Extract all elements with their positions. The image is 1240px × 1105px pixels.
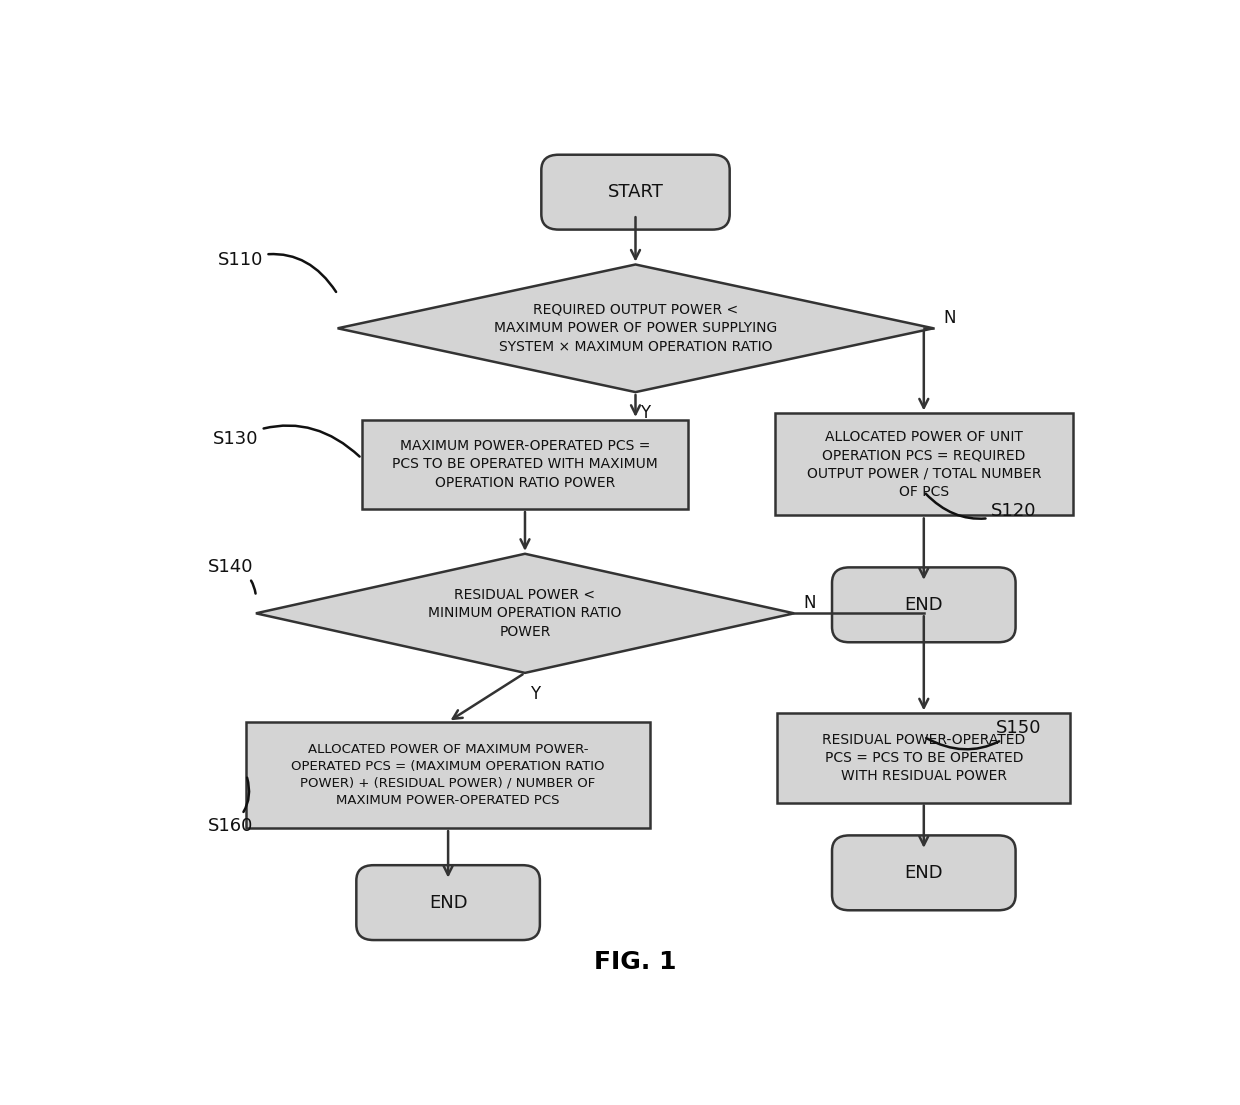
- FancyBboxPatch shape: [542, 155, 729, 230]
- Text: RESIDUAL POWER-OPERATED
PCS = PCS TO BE OPERATED
WITH RESIDUAL POWER: RESIDUAL POWER-OPERATED PCS = PCS TO BE …: [822, 733, 1025, 783]
- Text: ALLOCATED POWER OF MAXIMUM POWER-
OPERATED PCS = (MAXIMUM OPERATION RATIO
POWER): ALLOCATED POWER OF MAXIMUM POWER- OPERAT…: [291, 743, 605, 807]
- Text: S150: S150: [926, 719, 1042, 749]
- Text: S120: S120: [926, 494, 1037, 520]
- Bar: [777, 714, 1070, 802]
- Text: END: END: [904, 864, 944, 882]
- Bar: [362, 420, 688, 509]
- Polygon shape: [337, 264, 934, 392]
- Text: S110: S110: [217, 251, 336, 292]
- Text: END: END: [904, 596, 944, 613]
- Text: S130: S130: [213, 425, 360, 456]
- Text: N: N: [804, 594, 816, 612]
- Text: FIG. 1: FIG. 1: [594, 950, 677, 975]
- Bar: [247, 722, 650, 828]
- Text: Y: Y: [640, 404, 651, 422]
- Text: END: END: [429, 894, 467, 912]
- Bar: [775, 413, 1073, 515]
- Text: S160: S160: [208, 778, 253, 835]
- Polygon shape: [255, 554, 794, 673]
- Text: START: START: [608, 183, 663, 201]
- Text: RESIDUAL POWER <
MINIMUM OPERATION RATIO
POWER: RESIDUAL POWER < MINIMUM OPERATION RATIO…: [428, 588, 621, 639]
- FancyBboxPatch shape: [356, 865, 539, 940]
- FancyBboxPatch shape: [832, 567, 1016, 642]
- Text: N: N: [944, 309, 956, 327]
- FancyBboxPatch shape: [832, 835, 1016, 911]
- Text: S140: S140: [208, 558, 255, 593]
- Text: ALLOCATED POWER OF UNIT
OPERATION PCS = REQUIRED
OUTPUT POWER / TOTAL NUMBER
OF : ALLOCATED POWER OF UNIT OPERATION PCS = …: [806, 430, 1042, 499]
- Text: REQUIRED OUTPUT POWER <
MAXIMUM POWER OF POWER SUPPLYING
SYSTEM × MAXIMUM OPERAT: REQUIRED OUTPUT POWER < MAXIMUM POWER OF…: [494, 303, 777, 354]
- Text: MAXIMUM POWER-OPERATED PCS =
PCS TO BE OPERATED WITH MAXIMUM
OPERATION RATIO POW: MAXIMUM POWER-OPERATED PCS = PCS TO BE O…: [392, 439, 658, 490]
- Text: Y: Y: [529, 685, 539, 703]
